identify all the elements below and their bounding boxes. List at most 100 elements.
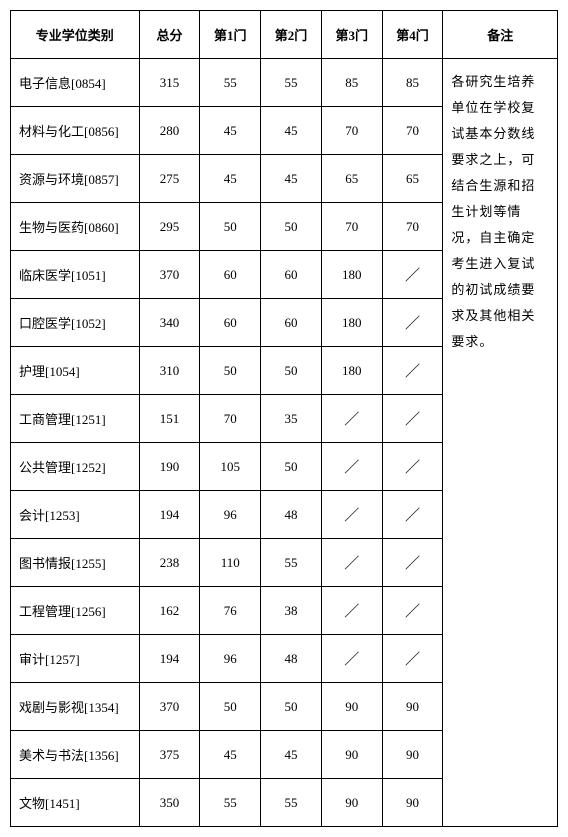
cell-sub1: 96 <box>200 491 261 539</box>
cell-total: 190 <box>139 443 200 491</box>
cell-category: 护理[1054] <box>11 347 140 395</box>
cell-sub4: ／ <box>382 443 443 491</box>
cell-sub3: 90 <box>321 683 382 731</box>
cell-sub3: 85 <box>321 59 382 107</box>
cell-category: 生物与医药[0860] <box>11 203 140 251</box>
cell-sub3: ／ <box>321 539 382 587</box>
cell-sub3: 70 <box>321 107 382 155</box>
cell-category: 会计[1253] <box>11 491 140 539</box>
cell-sub2: 60 <box>261 299 322 347</box>
cell-total: 194 <box>139 635 200 683</box>
cell-sub1: 110 <box>200 539 261 587</box>
header-category: 专业学位类别 <box>11 11 140 59</box>
cell-sub4: ／ <box>382 491 443 539</box>
cell-sub2: 60 <box>261 251 322 299</box>
cell-sub2: 48 <box>261 635 322 683</box>
cell-sub3: ／ <box>321 443 382 491</box>
cell-total: 370 <box>139 683 200 731</box>
cell-sub2: 48 <box>261 491 322 539</box>
cell-sub1: 50 <box>200 347 261 395</box>
cell-sub1: 55 <box>200 59 261 107</box>
cell-sub2: 50 <box>261 203 322 251</box>
cell-sub2: 50 <box>261 347 322 395</box>
cell-category: 电子信息[0854] <box>11 59 140 107</box>
header-row: 专业学位类别 总分 第1门 第2门 第3门 第4门 备注 <box>11 11 558 59</box>
cell-total: 194 <box>139 491 200 539</box>
cell-sub4: 70 <box>382 203 443 251</box>
cell-sub3: ／ <box>321 587 382 635</box>
table-row: 电子信息[0854]31555558585各研究生培养单位在学校复试基本分数线要… <box>11 59 558 107</box>
cell-total: 275 <box>139 155 200 203</box>
header-total: 总分 <box>139 11 200 59</box>
cell-category: 图书情报[1255] <box>11 539 140 587</box>
scores-table: 专业学位类别 总分 第1门 第2门 第3门 第4门 备注 电子信息[0854]3… <box>10 10 558 827</box>
cell-category: 口腔医学[1052] <box>11 299 140 347</box>
cell-sub4: ／ <box>382 299 443 347</box>
cell-category: 公共管理[1252] <box>11 443 140 491</box>
cell-sub4: 70 <box>382 107 443 155</box>
cell-sub1: 70 <box>200 395 261 443</box>
cell-sub1: 45 <box>200 155 261 203</box>
cell-sub4: ／ <box>382 395 443 443</box>
cell-sub2: 38 <box>261 587 322 635</box>
cell-sub1: 55 <box>200 779 261 827</box>
cell-sub1: 45 <box>200 107 261 155</box>
cell-category: 临床医学[1051] <box>11 251 140 299</box>
cell-sub1: 50 <box>200 683 261 731</box>
cell-total: 280 <box>139 107 200 155</box>
cell-sub4: 90 <box>382 731 443 779</box>
cell-sub2: 35 <box>261 395 322 443</box>
cell-sub4: ／ <box>382 347 443 395</box>
cell-sub4: 85 <box>382 59 443 107</box>
cell-sub4: ／ <box>382 587 443 635</box>
cell-total: 350 <box>139 779 200 827</box>
header-sub2: 第2门 <box>261 11 322 59</box>
cell-sub1: 76 <box>200 587 261 635</box>
cell-sub2: 55 <box>261 779 322 827</box>
cell-total: 151 <box>139 395 200 443</box>
cell-sub3: ／ <box>321 491 382 539</box>
cell-category: 材料与化工[0856] <box>11 107 140 155</box>
cell-category: 资源与环境[0857] <box>11 155 140 203</box>
cell-total: 162 <box>139 587 200 635</box>
cell-sub3: 180 <box>321 251 382 299</box>
cell-sub3: ／ <box>321 635 382 683</box>
cell-sub1: 60 <box>200 299 261 347</box>
cell-sub3: 65 <box>321 155 382 203</box>
cell-sub3: 90 <box>321 779 382 827</box>
cell-category: 文物[1451] <box>11 779 140 827</box>
cell-sub3: ／ <box>321 395 382 443</box>
cell-sub4: 65 <box>382 155 443 203</box>
cell-category: 工程管理[1256] <box>11 587 140 635</box>
cell-sub4: ／ <box>382 251 443 299</box>
cell-total: 295 <box>139 203 200 251</box>
header-remark: 备注 <box>443 11 558 59</box>
cell-sub4: 90 <box>382 683 443 731</box>
cell-total: 310 <box>139 347 200 395</box>
cell-sub1: 105 <box>200 443 261 491</box>
cell-sub1: 60 <box>200 251 261 299</box>
cell-sub2: 50 <box>261 443 322 491</box>
header-sub1: 第1门 <box>200 11 261 59</box>
cell-sub3: 90 <box>321 731 382 779</box>
cell-remark: 各研究生培养单位在学校复试基本分数线要求之上，可结合生源和招生计划等情况，自主确… <box>443 59 558 827</box>
cell-category: 戏剧与影视[1354] <box>11 683 140 731</box>
cell-sub2: 50 <box>261 683 322 731</box>
cell-sub2: 55 <box>261 59 322 107</box>
cell-sub3: 70 <box>321 203 382 251</box>
cell-sub2: 45 <box>261 107 322 155</box>
header-sub4: 第4门 <box>382 11 443 59</box>
cell-sub1: 45 <box>200 731 261 779</box>
cell-sub1: 96 <box>200 635 261 683</box>
cell-sub4: ／ <box>382 635 443 683</box>
cell-category: 审计[1257] <box>11 635 140 683</box>
cell-sub3: 180 <box>321 347 382 395</box>
cell-sub3: 180 <box>321 299 382 347</box>
header-sub3: 第3门 <box>321 11 382 59</box>
cell-sub4: 90 <box>382 779 443 827</box>
cell-sub2: 45 <box>261 155 322 203</box>
cell-category: 工商管理[1251] <box>11 395 140 443</box>
cell-sub4: ／ <box>382 539 443 587</box>
cell-total: 238 <box>139 539 200 587</box>
cell-total: 375 <box>139 731 200 779</box>
